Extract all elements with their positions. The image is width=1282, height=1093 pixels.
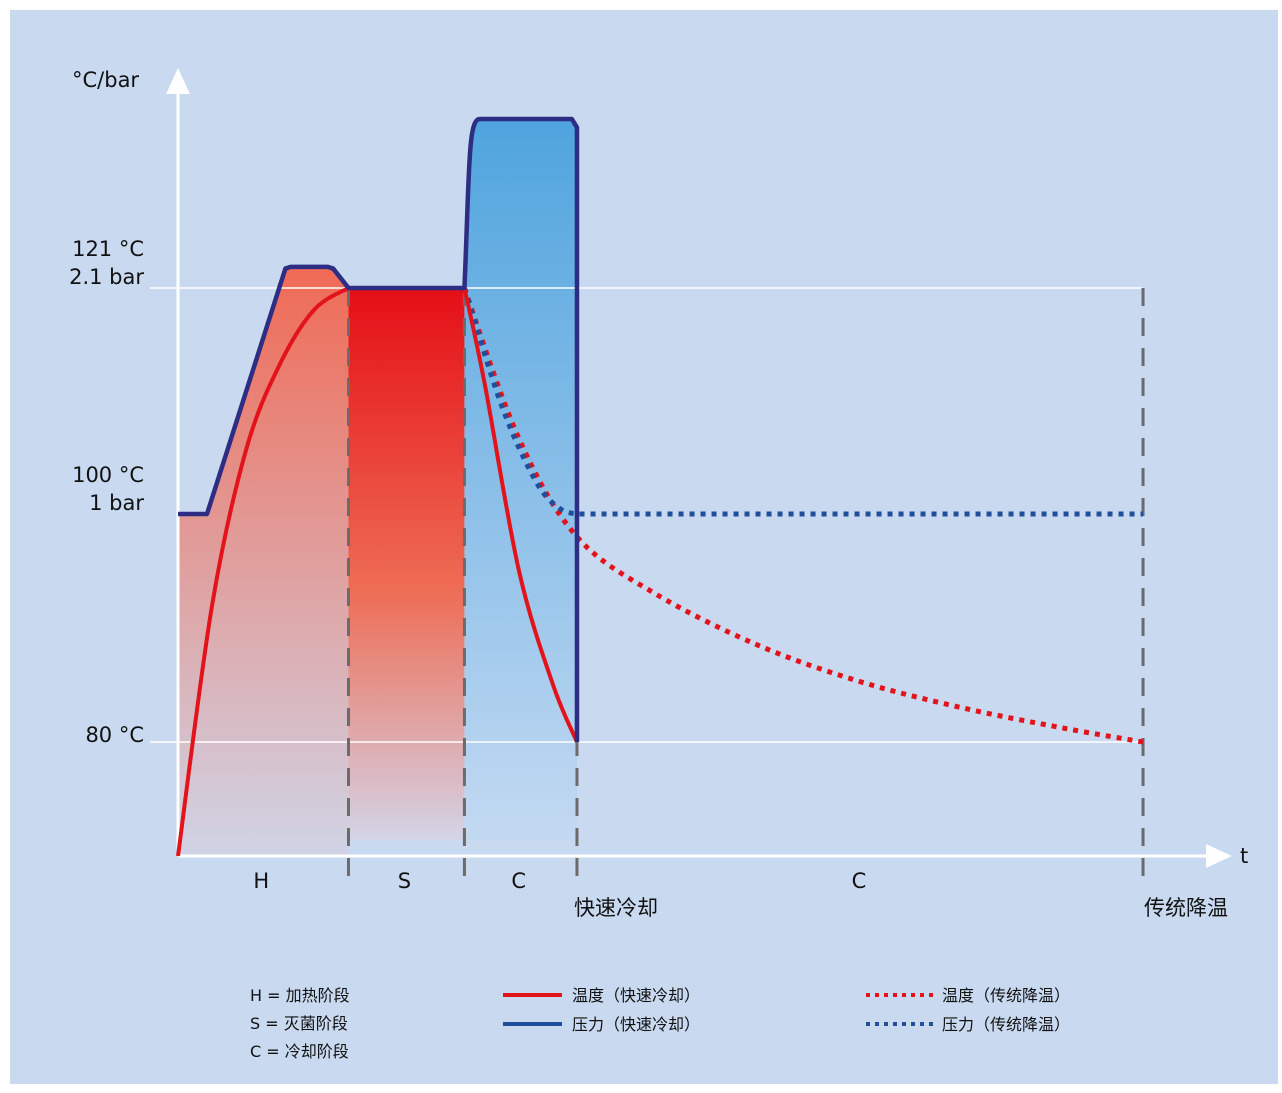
- phase-label: C: [511, 869, 526, 893]
- phase-label: S: [398, 869, 411, 893]
- marker-label: 传统降温: [1144, 896, 1228, 920]
- legend-phase-key: C = 冷却阶段: [250, 1042, 349, 1061]
- marker-labels: 快速冷却 传统降温: [574, 896, 1228, 920]
- y-tick-label-secondary: 2.1 bar: [69, 265, 144, 289]
- legend-pressure-conventional-label: 压力（传统降温）: [942, 1015, 1070, 1034]
- cooling-phase-fill: [464, 119, 577, 840]
- x-axis-arrow: [1206, 844, 1232, 868]
- y-tick-label: 80 °C: [85, 723, 144, 747]
- x-axis-label: t: [1240, 844, 1248, 868]
- marker-label: 快速冷却: [574, 896, 658, 920]
- legend: H = 加热阶段 S = 灭菌阶段 C = 冷却阶段 温度（快速冷却） 压力（快速冷却）…: [250, 986, 1070, 1061]
- heating-phase-fill: [178, 267, 349, 856]
- phase-label: C: [852, 869, 867, 893]
- legend-pressure-rapid-label: 压力（快速冷却）: [572, 1015, 700, 1034]
- legend-phase-key: S = 灭菌阶段: [250, 1014, 348, 1033]
- y-tick-label: 121 °C: [72, 237, 144, 261]
- legend-temperature-conventional-label: 温度（传统降温）: [942, 986, 1070, 1005]
- y-tick-label-secondary: 1 bar: [89, 491, 144, 515]
- legend-phase-key: H = 加热阶段: [250, 986, 350, 1005]
- y-axis-arrow: [166, 68, 190, 94]
- y-tick-labels: 121 °C 2.1 bar 100 °C 1 bar 80 °C: [69, 237, 144, 747]
- sterilization-phase-fill: [349, 288, 465, 840]
- y-axis-label: °C/bar: [72, 68, 139, 92]
- y-tick-label: 100 °C: [72, 463, 144, 487]
- phase-label: H: [253, 869, 269, 893]
- legend-temperature-rapid-label: 温度（快速冷却）: [572, 986, 700, 1005]
